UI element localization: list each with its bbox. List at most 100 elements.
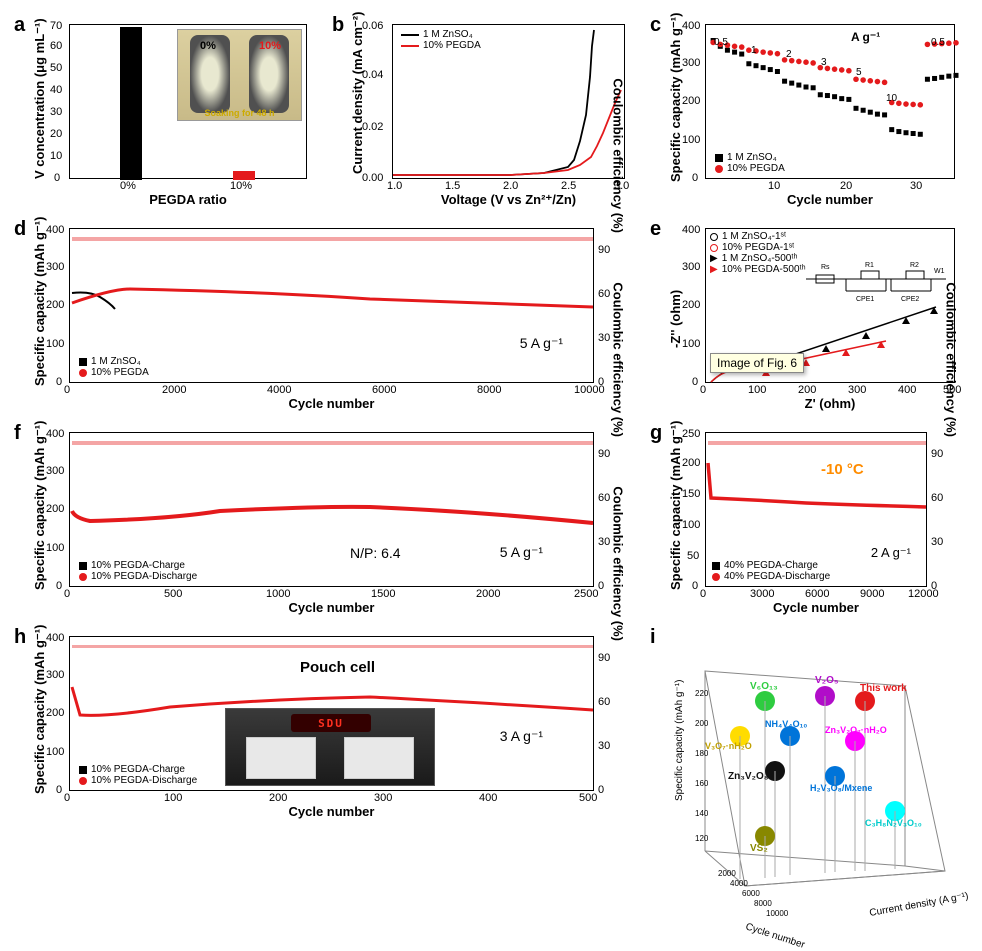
tick: 200: [46, 707, 64, 719]
legend-pegda: 10% PEGDA: [79, 367, 149, 378]
panel-c-legend: 1 M ZnSO₄ 10% PEGDA: [715, 152, 785, 174]
ce-band: [708, 441, 926, 445]
panel-a-inset: 0% 10% Soaking for 48 h: [177, 29, 302, 121]
circuit-rs: Rs: [821, 264, 830, 271]
panel-b-xlabel: Voltage (V vs Zn²⁺/Zn): [392, 192, 625, 208]
point: [796, 83, 801, 88]
xtick: 8000: [754, 899, 772, 908]
xtick: 4000: [730, 879, 748, 888]
tick: 50: [50, 62, 62, 74]
tick: 200: [682, 457, 700, 469]
tick: 100: [682, 519, 700, 531]
panel-g-temp: -10 °C: [821, 461, 864, 478]
tick: 0: [692, 376, 698, 388]
tick: 10%: [230, 180, 252, 192]
tick: 60: [50, 40, 62, 52]
circuit-r1: R1: [865, 262, 874, 269]
panel-a-xlabel: PEGDA ratio: [69, 192, 307, 207]
point: [782, 79, 787, 84]
point: [925, 77, 930, 82]
tick: 2.5: [561, 180, 576, 192]
tick: 0: [700, 384, 706, 396]
panel-d-legend: 1 M ZnSO₄ 10% PEGDA: [79, 356, 149, 378]
point: [761, 65, 766, 70]
panel-a-plotbox: 0% 10% Soaking for 48 h: [69, 24, 307, 179]
cap-red: [708, 463, 926, 507]
point: [932, 76, 937, 81]
point: [803, 59, 809, 65]
tick: 4000: [267, 384, 291, 396]
tick: 0.02: [362, 121, 383, 133]
panel-g-label: g: [650, 422, 662, 445]
point: [818, 92, 823, 97]
tick: 300: [374, 792, 392, 804]
point: [917, 102, 923, 108]
tick: 100: [46, 746, 64, 758]
tooltip-fig6: Image of Fig. 6: [710, 353, 804, 373]
ztick: 200: [695, 719, 709, 728]
point: [760, 49, 766, 55]
panel-c-xlabel: Cycle number: [705, 192, 955, 207]
circuit: [806, 271, 946, 291]
tick: 10000: [574, 384, 605, 396]
tick: 6000: [805, 588, 829, 600]
point: [868, 110, 873, 115]
point: [846, 97, 851, 102]
tick: 0: [56, 376, 62, 388]
panel-h-rate: 3 A g⁻¹: [500, 728, 543, 745]
tick: 10: [768, 180, 780, 192]
tick: 200: [682, 299, 700, 311]
leg-charge: 10% PEGDA-Charge: [79, 560, 197, 571]
tick: 40: [50, 84, 62, 96]
panel-e-xlabel: Z' (ohm): [705, 396, 955, 411]
tick: 90: [598, 652, 610, 664]
tick: 60: [598, 696, 610, 708]
panel-f-label: f: [14, 422, 21, 445]
tick: 0: [598, 784, 604, 796]
tick: 400: [682, 224, 700, 236]
panel-b-plotbox: 1 M ZnSO₄ 10% PEGDA: [392, 24, 625, 179]
tick: 0: [54, 172, 60, 184]
rate1: 1: [751, 45, 757, 56]
point: [954, 73, 959, 78]
panel-g-ylabel-r: Coulombic efficiency (%): [944, 282, 959, 437]
point: [839, 96, 844, 101]
xtick: 10000: [766, 909, 789, 918]
legend-znso4: 1 M ZnSO₄: [715, 152, 785, 163]
panel-c-label: c: [650, 14, 661, 37]
point: [775, 69, 780, 74]
tick: 30: [598, 740, 610, 752]
panel-f-np: N/P: 6.4: [350, 545, 401, 561]
tick: 90: [931, 448, 943, 460]
ztick: 160: [695, 779, 709, 788]
panel-h-ylabel-r: Coulombic efficiency (%): [611, 486, 626, 641]
circuit-cpe2: CPE2: [901, 296, 919, 303]
panel-a-ylabel: V concentration (μg mL⁻¹): [32, 18, 48, 179]
tick: 400: [898, 384, 916, 396]
tick: 60: [931, 492, 943, 504]
tick: 90: [598, 448, 610, 460]
inset-caption: Soaking for 48 h: [178, 108, 301, 118]
panel-g-xlabel: Cycle number: [705, 600, 927, 615]
point: [746, 61, 751, 66]
tick: 20: [50, 128, 62, 140]
panel-f: f N/P: 6.4 5 A g⁻¹ Specific capacity (mA…: [14, 422, 632, 617]
tick: 150: [682, 488, 700, 500]
point: [860, 77, 866, 83]
tick: 8000: [477, 384, 501, 396]
inset-label-0: 0%: [200, 40, 216, 52]
point: [804, 85, 809, 90]
leg-e4: ▶10% PEGDA-500ᵗʰ: [710, 264, 806, 275]
lbl: This work: [860, 683, 907, 694]
point: [775, 51, 781, 57]
tick: 0.04: [362, 69, 383, 81]
point: [767, 50, 773, 56]
lbl: NH₄V₄O₁₀: [765, 719, 807, 729]
bar-0pct: [120, 27, 142, 180]
point: [768, 67, 773, 72]
tick: 1.0: [387, 180, 402, 192]
panel-i-zlabel: Specific capacity (mAh g⁻¹): [674, 680, 685, 801]
panel-h-legend: 10% PEGDA-Charge 10% PEGDA-Discharge: [79, 764, 197, 786]
tick: 0%: [120, 180, 136, 192]
lbl: C₃H₈N₂V₃O₁₀: [865, 818, 922, 828]
